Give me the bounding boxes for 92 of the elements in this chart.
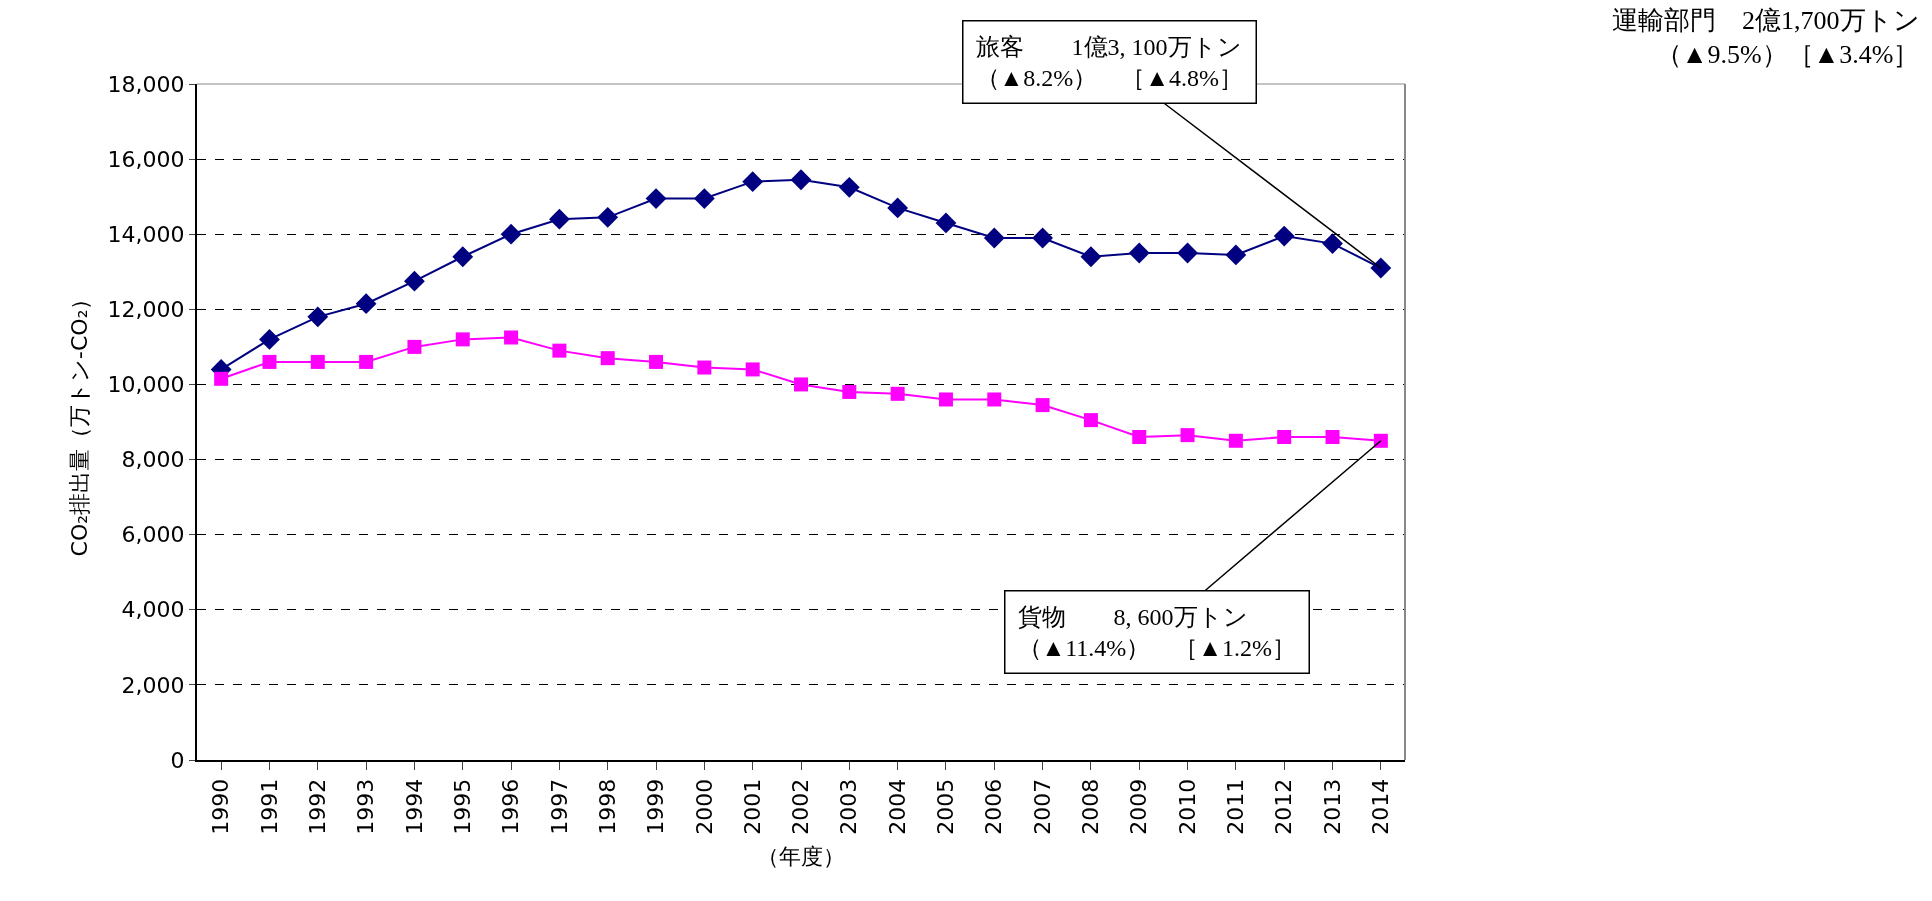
point [549,208,570,230]
point [1273,225,1295,247]
y-tick-label: 4,000 [121,597,185,623]
point [310,354,325,369]
point [1225,244,1247,266]
point [307,306,329,328]
x-tick-label: 2006 [981,778,1007,835]
point [1080,246,1102,268]
point [842,384,857,399]
point [1228,433,1243,448]
x-tick-label: 1991 [256,778,282,835]
y-tick-label: 18,000 [107,71,185,97]
x-tick-label: 2000 [691,778,717,835]
point [1177,242,1198,264]
point [1083,413,1098,428]
point [1373,433,1388,448]
y-tick-label: 10,000 [107,372,185,398]
x-tick-label: 1997 [546,778,572,835]
point [359,354,374,369]
y-axis-title: CO₂排出量（万トン-CO₂） [66,287,92,557]
point [262,354,277,369]
x-tick-label: 2013 [1319,778,1345,835]
x-tick-label: 1990 [208,778,234,835]
point [452,246,474,268]
x-tick-label: 2005 [933,778,959,835]
text: （▲9.5%）［▲3.4%］ [1655,39,1920,69]
point [404,270,425,292]
point [1180,428,1195,443]
x-tick-label: 2002 [788,778,814,835]
y-tick-label: 2,000 [121,672,185,698]
point [504,330,519,345]
x-tick-label: 2010 [1174,778,1200,835]
x-tick-label: 2001 [739,778,765,835]
x-tick-label: 1992 [304,778,330,835]
x-tick-label: 1998 [594,778,620,835]
x-tick-label: 1993 [353,778,379,835]
y-tick-label: 8,000 [121,447,185,473]
point [645,188,667,209]
x-tick-label: 1996 [498,778,524,835]
text: 旅客 1億3, 100万トン [975,33,1242,60]
y-tick-label: 16,000 [107,146,185,172]
y-tick-label: 0 [170,747,185,773]
x-tick-label: 2009 [1126,778,1152,835]
x-tick-label: 2012 [1271,778,1297,835]
point [935,212,957,234]
point [983,227,1005,249]
point [1035,398,1050,413]
y-tick-label: 6,000 [121,522,185,548]
point [1322,233,1343,255]
x-tick-label: 2008 [1078,778,1104,835]
point [407,339,422,354]
point [649,354,664,369]
x-tick-label: 2011 [1223,778,1249,835]
text: 運輸部門 2億1,700万トン [1612,6,1920,35]
x-tick-label: 2003 [836,778,862,835]
point [693,188,715,209]
point [455,332,470,347]
point [887,197,909,219]
annotation: （▲11.4%） ［▲1.2%］ [1017,634,1297,661]
point [600,351,615,366]
y-tick-label: 12,000 [107,297,185,323]
point [214,371,229,386]
point [890,386,905,401]
x-axis-title: （年度） [757,844,845,870]
point [745,362,760,377]
point [1128,242,1150,264]
x-tick-label: 2004 [884,778,910,835]
point [742,171,764,193]
annotation: 貨物 8, 600万トン [1017,603,1248,630]
y-tick-label: 14,000 [107,221,185,247]
x-tick-label: 1994 [401,778,427,835]
point [987,392,1002,407]
point [1325,430,1340,445]
point [790,169,812,191]
x-tick-label: 2014 [1367,778,1393,835]
point [500,223,522,245]
annotation: （▲8.2%） ［▲4.8%］ [975,64,1243,91]
point [838,176,860,198]
point [597,206,619,228]
point [794,377,808,392]
x-tick-label: 1999 [643,778,669,835]
point [552,343,567,358]
point [1370,257,1392,279]
point [1032,227,1053,249]
point [1277,430,1292,445]
point [259,328,280,350]
x-tick-label: 1995 [449,778,475,835]
point [938,392,953,407]
point [355,293,377,315]
point [1132,430,1147,445]
x-tick-label: 2007 [1029,778,1055,835]
point [697,360,712,375]
